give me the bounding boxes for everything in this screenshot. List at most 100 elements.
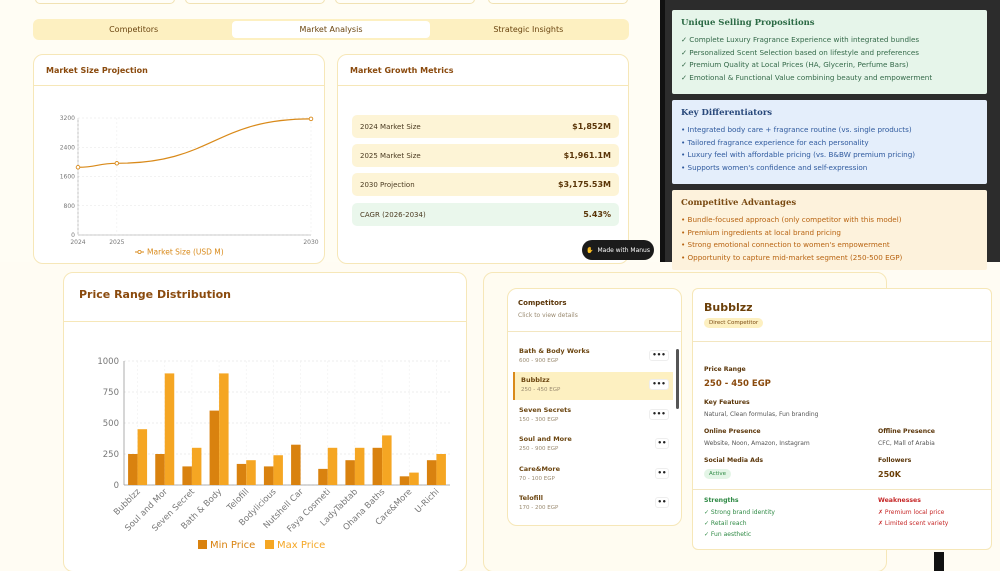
- max-price-bar: [246, 460, 256, 485]
- market-size-line-chart: 0 800 1600 2400 3200 2024 2025 2030 Market Size …: [60, 115, 319, 257]
- competitor-detail: Bubblzz Direct Competitor Price Range 25…: [692, 288, 992, 550]
- min-price-bar: [291, 444, 301, 485]
- followers-value: 250K: [878, 470, 901, 479]
- market-growth-card: Market Growth Metrics 2024 Market Size $…: [337, 54, 629, 264]
- more-icon[interactable]: ••: [655, 497, 669, 508]
- legend-label: Min Price: [210, 540, 255, 551]
- direct-competitor-badge: Direct Competitor: [704, 318, 764, 328]
- advantages-title: Competitive Advantages: [681, 198, 797, 208]
- weakness-item: ✗ Premium local price: [878, 509, 945, 516]
- dark-edge: [934, 552, 944, 571]
- tab-market-analysis[interactable]: Market Analysis: [232, 21, 430, 38]
- divider: [64, 321, 466, 322]
- metric-value: $1,961.1M: [563, 151, 611, 160]
- more-icon[interactable]: ••: [655, 438, 669, 449]
- divider: [693, 489, 991, 490]
- legend-marker: [137, 249, 142, 254]
- max-price-bar: [273, 455, 283, 485]
- competitor-price: 600 - 900 EGP: [519, 358, 559, 364]
- x-tick-label: 2025: [109, 239, 124, 246]
- metric-label: 2024 Market Size: [360, 122, 421, 131]
- metric-2030: 2030 Projection $3,175.53M: [352, 173, 619, 196]
- competitor-name: Soul and More: [519, 435, 572, 443]
- metric-label: CAGR (2026-2034): [360, 210, 426, 219]
- differentiators-title: Key Differentiators: [681, 108, 773, 118]
- legend-label: Market Size (USD M): [147, 248, 224, 257]
- tab-strategic-insights[interactable]: Strategic Insights: [493, 25, 564, 34]
- max-price-bar: [382, 435, 392, 485]
- differentiator-item: • Tailored fragrance experience for each…: [681, 137, 869, 147]
- competitor-item[interactable]: Care&More 70 - 100 EGP ••: [513, 461, 673, 489]
- y-tick-label: 2400: [60, 144, 75, 151]
- competitor-price: 250 - 450 EGP: [521, 387, 561, 393]
- weakness-item: ✗ Limited scent variety: [878, 520, 949, 527]
- panel-scrollbar[interactable]: [660, 0, 665, 262]
- y-tick-label: 0: [71, 232, 75, 239]
- partial-card: [35, 0, 175, 4]
- strength-item: ✓ Strong brand identity: [704, 509, 775, 516]
- price-range-value: 250 - 450 EGP: [704, 379, 771, 389]
- series-line: [77, 118, 312, 168]
- max-price-bar: [164, 373, 175, 485]
- differentiators-box: Key Differentiators • Integrated body ca…: [672, 100, 987, 184]
- divider: [508, 331, 681, 332]
- list-scrollbar[interactable]: [676, 349, 679, 409]
- competitors-list: Competitors Click to view details Bath &…: [507, 288, 682, 526]
- more-icon[interactable]: •••: [649, 379, 669, 390]
- made-with-manus-badge[interactable]: ✋ Made with Manus: [582, 240, 654, 260]
- metric-value: $3,175.53M: [557, 180, 611, 189]
- divider: [693, 341, 991, 342]
- offline-presence-label: Offline Presence: [878, 428, 935, 435]
- competitor-item[interactable]: Seven Secrets 150 - 300 EGP •••: [513, 402, 673, 430]
- divider: [338, 85, 628, 86]
- min-price-bar: [345, 460, 355, 485]
- min-price-bar: [399, 476, 410, 485]
- y-tick-label: 1000: [97, 357, 119, 367]
- advantage-item: • Bundle-focused approach (only competit…: [681, 215, 902, 224]
- advantage-item: • Strong emotional connection to women's…: [681, 240, 890, 250]
- market-size-card: Market Size Projection 0 800 1600 2400 3200 2…: [33, 54, 325, 264]
- competitor-price: 250 - 900 EGP: [519, 446, 559, 452]
- market-size-title: Market Size Projection: [46, 66, 148, 75]
- competitor-name: Telofill: [519, 494, 543, 502]
- competitor-item[interactable]: Soul and More 250 - 900 EGP ••: [513, 431, 673, 459]
- max-price-bar: [436, 454, 446, 485]
- tab-competitors[interactable]: Competitors: [109, 25, 159, 34]
- min-price-bar: [155, 454, 165, 485]
- more-icon[interactable]: ••: [655, 468, 669, 479]
- competitor-item[interactable]: Bath & Body Works 600 - 900 EGP •••: [513, 343, 673, 371]
- min-price-bar: [236, 463, 247, 485]
- competitors-title: Competitors: [518, 299, 567, 307]
- key-features-label: Key Features: [704, 399, 750, 406]
- min-price-bar: [372, 447, 383, 485]
- min-price-bar: [426, 460, 437, 485]
- x-tick-label: Telofill: [225, 487, 252, 514]
- min-price-bar: [128, 454, 138, 485]
- competitor-item-selected[interactable]: Bubblzz 250 - 450 EGP •••: [513, 372, 673, 400]
- differentiator-item: • Integrated body care + fragrance routi…: [681, 125, 912, 134]
- more-icon[interactable]: •••: [649, 350, 669, 361]
- data-point: [114, 161, 120, 166]
- price-range-card: Price Range Distribution 0 250 500 750 1000 B…: [63, 272, 467, 571]
- competitor-price: 150 - 300 EGP: [519, 417, 559, 423]
- competitor-price: 170 - 200 EGP: [519, 505, 559, 511]
- max-price-bar: [137, 429, 148, 485]
- metric-value: $1,852M: [572, 122, 611, 131]
- partial-card: [488, 0, 628, 4]
- competitor-name: Bubblzz: [521, 376, 550, 384]
- advantages-box: Competitive Advantages • Bundle-focused …: [672, 190, 987, 270]
- price-range-title: Price Range Distribution: [79, 288, 231, 301]
- manus-hand-icon: ✋: [586, 246, 594, 254]
- max-price-bar: [409, 472, 419, 485]
- differentiator-item: • Luxury feel with affordable pricing (v…: [681, 150, 916, 160]
- competitor-item[interactable]: Telofill 170 - 200 EGP ••: [513, 490, 673, 518]
- usp-item: ✓ Personalized Scent Selection based on …: [681, 47, 920, 57]
- competitor-name: Care&More: [519, 465, 560, 473]
- metric-cagr: CAGR (2026-2034) 5.43%: [352, 203, 619, 226]
- min-price-bar: [182, 466, 192, 485]
- strengths-label: Strengths: [704, 497, 739, 504]
- min-price-bar: [318, 468, 328, 485]
- more-icon[interactable]: •••: [649, 409, 669, 420]
- competitor-name: Seven Secrets: [519, 406, 572, 414]
